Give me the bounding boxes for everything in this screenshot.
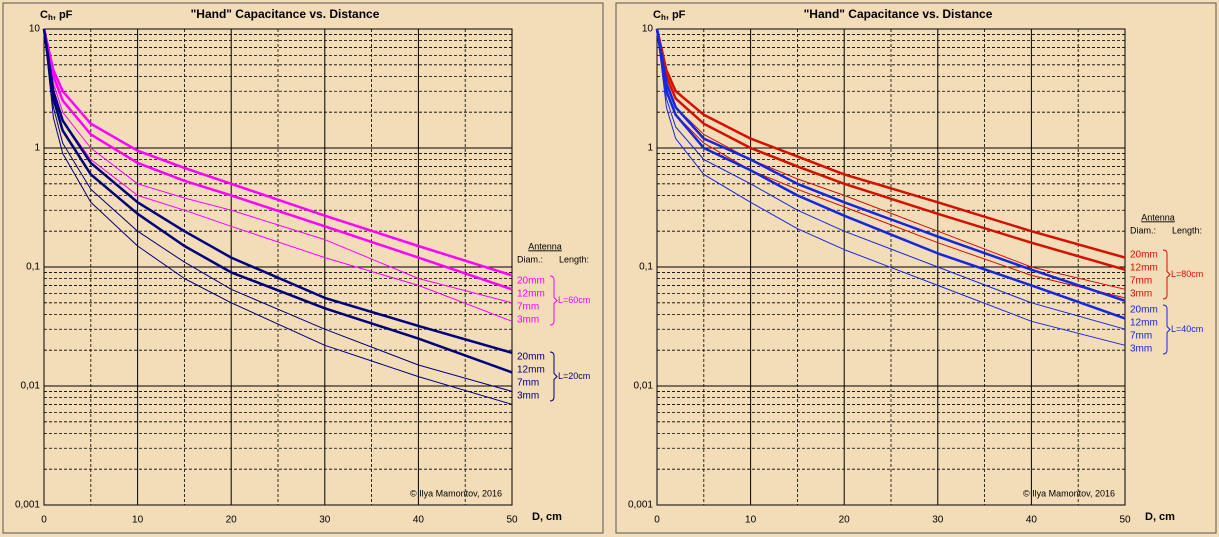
legend-entry: 12mm (517, 289, 545, 300)
x-axis-label: D, cm (532, 511, 562, 523)
legend-entry: 7mm (517, 378, 539, 389)
series-line (42, 28, 513, 355)
legend-entry: 20mm (1130, 250, 1158, 261)
y-tick-label: 0,1 (639, 262, 653, 273)
legend-entry: 12mm (1130, 318, 1158, 329)
y-label-rest: , pF (666, 9, 686, 21)
y-tick-label: 1 (647, 143, 653, 154)
legend-entry: 12mm (1130, 263, 1158, 274)
legend-title: Antenna (1141, 212, 1175, 222)
series-line (655, 28, 1126, 302)
legend-entry: 20mm (517, 352, 545, 363)
y-label-main: C (40, 9, 48, 21)
legend-group-label: L=20cm (558, 371, 590, 381)
legend-group-label: L=60cm (558, 295, 590, 305)
series-line (42, 28, 513, 291)
y-tick-label: 0,001 (628, 500, 653, 511)
x-tick-label: 20 (226, 515, 238, 526)
series-line (656, 28, 1126, 346)
x-tick-label: 30 (319, 515, 331, 526)
legend-group-label: L=40cm (1171, 324, 1203, 334)
series-line (656, 28, 1126, 330)
y-tick-label: 0,1 (26, 262, 40, 273)
series-line (655, 28, 1126, 320)
y-axis-label: Ch, pF (653, 9, 686, 22)
x-tick-label: 50 (1119, 515, 1131, 526)
legend-entry: 7mm (517, 302, 539, 313)
legend-bracket (549, 351, 558, 402)
series-line (43, 28, 513, 392)
x-tick-label: 20 (839, 515, 851, 526)
plot-border (656, 28, 1126, 506)
legend-col: Length: (1172, 225, 1202, 235)
legend-entry: 7mm (1130, 276, 1152, 287)
series-line (655, 28, 1126, 259)
legend-col: Diam.: (1130, 225, 1156, 235)
panel (615, 2, 1217, 534)
legend-entry: 20mm (517, 276, 545, 287)
legend-group-label: L=80cm (1171, 269, 1203, 279)
legend-entry: 20mm (1130, 305, 1158, 316)
legend-title: Antenna (528, 241, 562, 251)
x-tick-label: 40 (1026, 515, 1038, 526)
y-tick-label: 0,01 (634, 381, 654, 392)
series-line (43, 28, 513, 304)
legend-col: Length: (559, 254, 589, 264)
legend-entry: 3mm (517, 391, 539, 402)
y-tick-label: 0,01 (21, 381, 41, 392)
y-label-sub: h (48, 13, 53, 22)
chart-title: "Hand" Capacitance vs. Distance (804, 7, 993, 21)
series-line (42, 28, 513, 277)
panel (2, 2, 604, 534)
y-tick-label: 10 (642, 24, 654, 35)
x-tick-label: 10 (132, 515, 144, 526)
chart-title: "Hand" Capacitance vs. Distance (191, 7, 380, 21)
legend-bracket (549, 275, 558, 326)
credit: © Ilya Mamontov, 2016 (410, 488, 502, 498)
y-label-sub: h (661, 13, 666, 22)
legend-entry: 3mm (517, 315, 539, 326)
y-label-main: C (653, 9, 661, 21)
y-label-rest: , pF (53, 9, 73, 21)
legend-col: Diam.: (517, 254, 543, 264)
legend-entry: 3mm (1130, 344, 1152, 355)
y-tick-label: 10 (29, 24, 41, 35)
plot-border (43, 28, 513, 506)
y-axis-label: Ch, pF (40, 9, 73, 22)
series-line (655, 28, 1126, 271)
legend-bracket (1162, 249, 1171, 300)
legend-entry: 7mm (1130, 331, 1152, 342)
credit: © Ilya Mamontov, 2016 (1023, 488, 1115, 498)
y-tick-label: 1 (34, 143, 40, 154)
x-tick-label: 0 (654, 515, 660, 526)
x-tick-label: 0 (41, 515, 47, 526)
x-axis-label: D, cm (1145, 511, 1175, 523)
series-line (43, 28, 513, 405)
x-tick-label: 30 (932, 515, 944, 526)
legend-entry: 3mm (1130, 289, 1152, 300)
y-tick-label: 0,001 (15, 500, 40, 511)
x-tick-label: 50 (506, 515, 518, 526)
series-line (42, 28, 513, 374)
x-tick-label: 10 (745, 515, 757, 526)
legend-bracket (1162, 304, 1171, 355)
x-tick-label: 40 (413, 515, 425, 526)
legend-entry: 12mm (517, 365, 545, 376)
